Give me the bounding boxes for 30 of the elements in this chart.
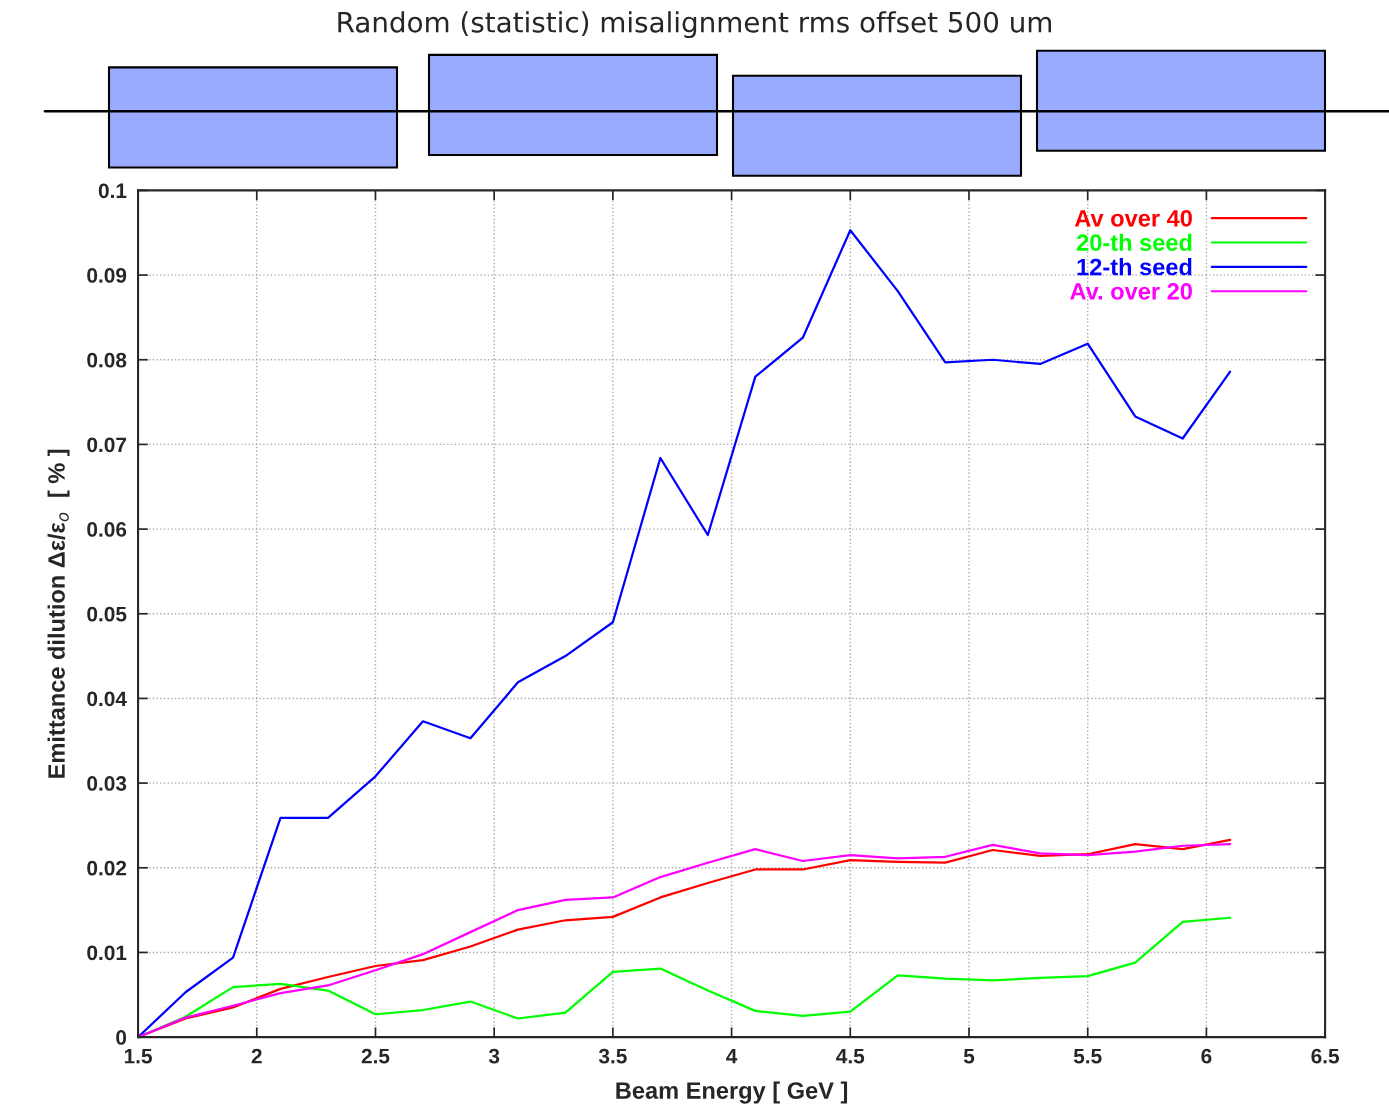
y-tick-label: 0 [116,1030,127,1045]
y-axis-title: Emittance dilution Δε/ε$_{o}$ [ % ] [47,449,70,778]
x-tick-label: 3 [488,1048,500,1064]
x-tick-label: 6.5 [1311,1048,1340,1064]
y-tick-label: 0.09 [87,268,127,283]
x-tick-label: 6 [1201,1048,1212,1064]
x-tick-label: 1.5 [124,1049,152,1064]
legend-label: 12-th seed [1077,258,1192,276]
x-tick-label: 2.5 [361,1048,390,1064]
y-tick-label: 0.08 [87,352,127,368]
y-tick-label: 0.04 [87,691,127,707]
y-tick-label: 0.03 [87,776,127,791]
line-series [138,229,1232,1038]
chart-title: Random (statistic) misalignment rms offset 500 um [338,11,1052,39]
y-tick-label: 0.06 [87,522,127,537]
x-tick-label: 4.5 [836,1049,865,1064]
legend-label: 20-th seed [1076,233,1192,251]
x-tick-label: 5.5 [1073,1049,1102,1064]
x-tick-label: 4 [726,1049,738,1064]
legend-label: Av. over 20 [1070,283,1192,300]
x-tick-label: 3.5 [598,1048,627,1064]
y-tick-label: 0.01 [87,945,127,961]
y-tick-label: 0.05 [87,606,127,622]
y-tick-label: 0.07 [87,437,127,453]
y-tick-label: 0.02 [87,860,127,876]
x-axis-title: Beam Energy [ GeV ] [616,1081,848,1104]
y-tick-label: 0.1 [98,183,127,199]
legend-label: Av over 40 [1074,209,1192,227]
x-tick-label: 2 [251,1048,262,1064]
x-tick-label: 5 [963,1049,975,1064]
